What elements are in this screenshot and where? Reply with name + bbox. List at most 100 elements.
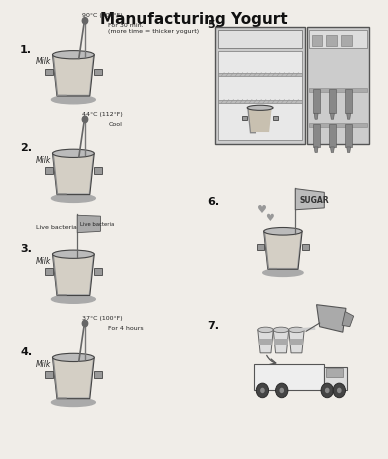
Ellipse shape: [273, 327, 289, 333]
Ellipse shape: [52, 195, 95, 203]
Polygon shape: [52, 255, 67, 296]
Polygon shape: [52, 358, 94, 399]
Polygon shape: [218, 101, 302, 104]
Text: 5.: 5.: [208, 19, 219, 29]
Polygon shape: [52, 255, 94, 296]
Text: 2.: 2.: [20, 143, 32, 153]
Circle shape: [82, 320, 88, 327]
Polygon shape: [347, 114, 351, 120]
Text: 44°C (112°F): 44°C (112°F): [82, 112, 123, 117]
Circle shape: [82, 18, 88, 25]
Text: Cool: Cool: [108, 122, 122, 127]
Polygon shape: [309, 124, 367, 128]
Ellipse shape: [52, 51, 94, 60]
Polygon shape: [273, 330, 289, 353]
Ellipse shape: [246, 134, 274, 139]
Polygon shape: [331, 114, 334, 120]
Polygon shape: [309, 89, 367, 93]
Ellipse shape: [52, 96, 95, 105]
Polygon shape: [45, 168, 52, 174]
Ellipse shape: [263, 269, 303, 277]
Polygon shape: [341, 36, 352, 47]
Text: Live bacteria: Live bacteria: [80, 222, 114, 226]
Circle shape: [325, 388, 329, 393]
Circle shape: [82, 117, 88, 123]
Polygon shape: [313, 125, 320, 148]
Text: ♥: ♥: [256, 204, 267, 214]
Ellipse shape: [264, 228, 302, 235]
Polygon shape: [249, 111, 272, 133]
Polygon shape: [256, 245, 264, 251]
Polygon shape: [329, 125, 336, 148]
Ellipse shape: [52, 353, 94, 362]
Polygon shape: [258, 330, 273, 353]
Polygon shape: [265, 234, 301, 269]
Polygon shape: [295, 189, 324, 210]
Polygon shape: [290, 339, 303, 345]
Text: Milk: Milk: [36, 156, 52, 164]
Ellipse shape: [52, 296, 95, 304]
Polygon shape: [52, 56, 94, 97]
Polygon shape: [94, 372, 102, 378]
Polygon shape: [274, 339, 288, 345]
Ellipse shape: [258, 327, 273, 333]
Ellipse shape: [289, 327, 304, 333]
Polygon shape: [264, 232, 277, 270]
Circle shape: [275, 383, 288, 398]
Polygon shape: [218, 51, 302, 141]
Polygon shape: [342, 312, 354, 327]
Polygon shape: [54, 359, 93, 397]
Text: 7.: 7.: [208, 320, 220, 330]
Text: Live bacteria: Live bacteria: [36, 224, 77, 230]
Ellipse shape: [52, 251, 94, 259]
Polygon shape: [54, 57, 93, 95]
Polygon shape: [314, 114, 318, 120]
Text: 1.: 1.: [20, 45, 32, 55]
Polygon shape: [52, 154, 94, 195]
Circle shape: [337, 388, 341, 393]
Polygon shape: [215, 28, 305, 145]
Polygon shape: [242, 117, 247, 121]
Polygon shape: [52, 154, 67, 195]
Polygon shape: [313, 90, 320, 114]
Polygon shape: [45, 372, 52, 378]
Polygon shape: [289, 330, 304, 353]
Ellipse shape: [52, 398, 95, 407]
Text: 37°C (100°F): 37°C (100°F): [82, 315, 123, 320]
Polygon shape: [329, 90, 336, 114]
Polygon shape: [331, 148, 334, 153]
Polygon shape: [77, 216, 100, 233]
Polygon shape: [273, 117, 278, 121]
Text: Milk: Milk: [36, 57, 52, 66]
Polygon shape: [218, 73, 302, 77]
Circle shape: [333, 383, 345, 398]
Polygon shape: [94, 70, 102, 76]
Text: Manufacturing Yogurt: Manufacturing Yogurt: [100, 12, 288, 27]
Polygon shape: [247, 109, 256, 134]
Polygon shape: [94, 168, 102, 174]
Polygon shape: [314, 148, 318, 153]
Polygon shape: [94, 269, 102, 275]
Text: Milk: Milk: [36, 256, 52, 265]
Ellipse shape: [247, 106, 273, 111]
Polygon shape: [52, 56, 67, 97]
Text: 4.: 4.: [20, 347, 32, 357]
Polygon shape: [259, 339, 272, 345]
Text: 6.: 6.: [208, 196, 220, 206]
Polygon shape: [45, 269, 52, 275]
Polygon shape: [247, 109, 273, 134]
Polygon shape: [254, 364, 324, 391]
Polygon shape: [317, 305, 346, 332]
Circle shape: [260, 388, 265, 393]
Polygon shape: [347, 148, 351, 153]
Text: Milk: Milk: [36, 359, 52, 368]
Polygon shape: [52, 358, 67, 399]
Polygon shape: [264, 232, 302, 270]
Circle shape: [256, 383, 268, 398]
Ellipse shape: [52, 150, 94, 158]
Text: For 4 hours: For 4 hours: [108, 325, 144, 330]
Polygon shape: [307, 28, 369, 145]
Polygon shape: [54, 156, 93, 194]
Circle shape: [321, 383, 333, 398]
Polygon shape: [345, 125, 352, 148]
